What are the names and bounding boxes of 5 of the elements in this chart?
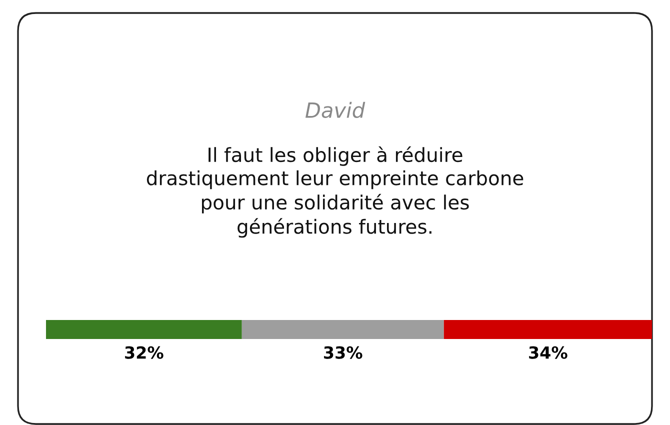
chart-title: David	[305, 102, 366, 118]
data-label: 32%	[125, 346, 164, 359]
data-label: 34%	[529, 346, 568, 359]
chart-subtitle: Il faut les obliger à réduire drastiquement leur empreinte carbone pour une solidarité avec les générations futures.	[146, 146, 524, 238]
data-label: 33%	[324, 346, 362, 359]
